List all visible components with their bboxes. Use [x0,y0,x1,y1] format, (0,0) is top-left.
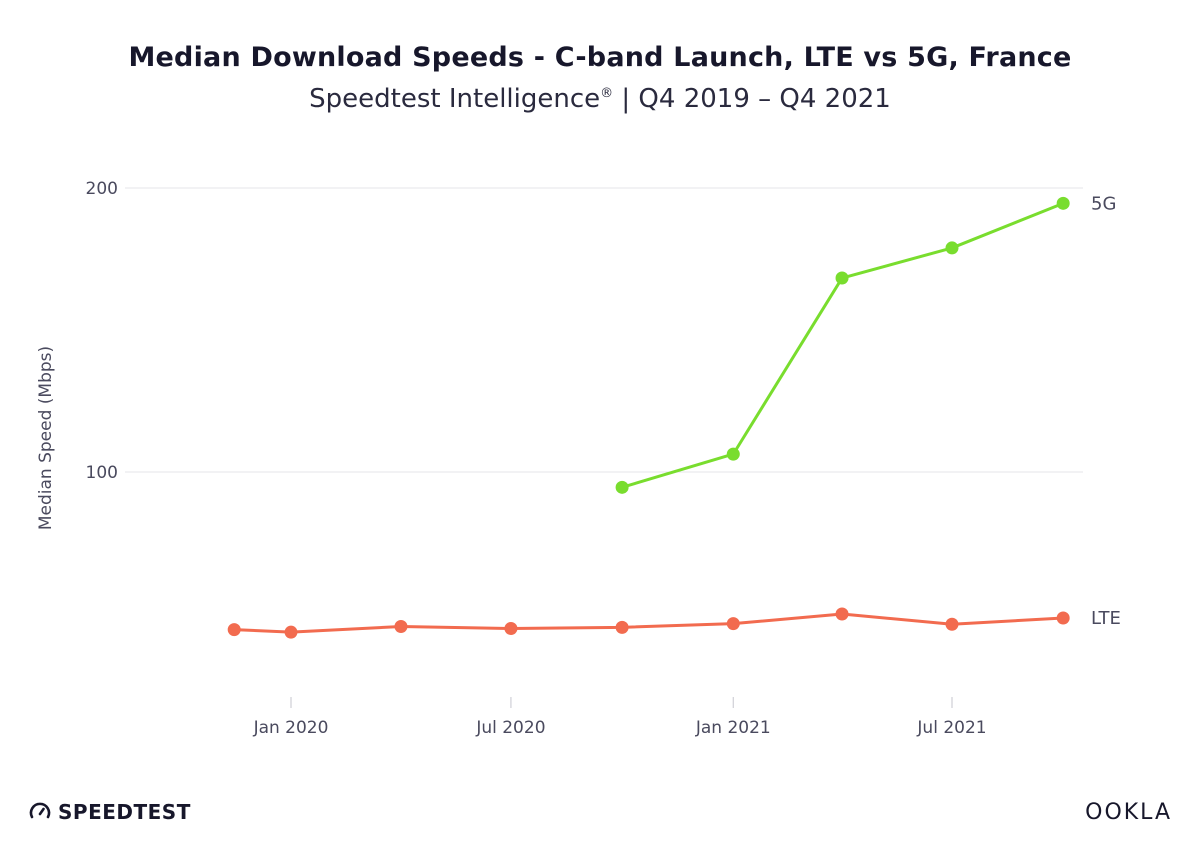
speedtest-logo: SPEEDTEST [28,800,191,824]
5g-point-1 [726,447,740,461]
grid-lines [125,187,1083,473]
subtitle-rest: | Q4 2019 – Q4 2021 [613,84,891,114]
lte-point-8 [1056,611,1070,625]
x-tick-label-3: Jul 2021 [916,718,986,738]
y-tick-label-200: 200 [86,179,118,199]
registered-mark: ® [600,86,614,101]
series-group [227,196,1070,639]
speedometer-icon [29,802,51,819]
x-tick-label-1: Jul 2020 [475,718,545,738]
x-tick-label-2: Jan 2021 [695,718,771,738]
y-tick-label-100: 100 [86,463,118,483]
lte-point-7 [945,617,959,631]
chart-title: Median Download Speeds - C-band Launch, … [128,42,1072,73]
subtitle-main: Speedtest Intelligence [309,84,601,114]
labels-group: 100 200 Median Speed (Mbps) Jan 2020 Jul 202… [36,179,1121,738]
lte-point-1 [284,625,298,639]
speedtest-wordmark: SPEEDTEST [58,800,191,824]
ookla-logo: OOKLA [1085,800,1172,825]
lte-point-3 [504,621,518,635]
lte-line [234,612,1064,634]
5g-point-4 [1056,196,1070,210]
5g-series-label: 5G [1091,193,1116,214]
lte-point-5 [726,617,740,631]
5g-point-0 [615,480,629,494]
x-axis [290,697,953,708]
5g-point-3 [945,241,959,255]
lte-point-0 [227,623,241,637]
lte-point-4 [615,620,629,634]
lte-point-2 [394,619,408,633]
x-tick-label-0: Jan 2020 [253,718,329,738]
y-axis-title: Median Speed (Mbps) [36,346,56,530]
5g-point-2 [835,271,849,285]
chart-subtitle: Speedtest Intelligence® | Q4 2019 – Q4 2… [0,84,1200,114]
5g-line [621,201,1064,489]
lte-point-6 [835,607,849,621]
lte-series-label: LTE [1091,608,1121,629]
